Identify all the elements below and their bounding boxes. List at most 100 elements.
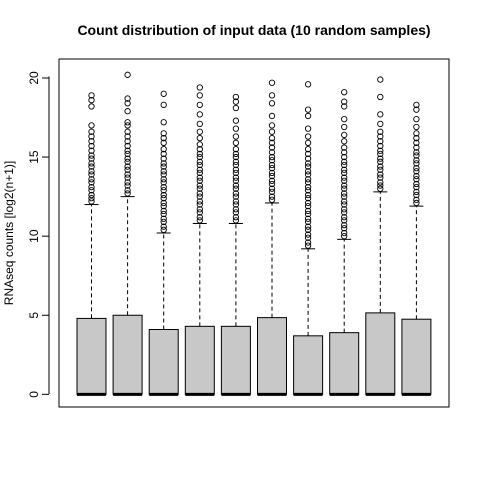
outlier-point [196,169,203,177]
box-body [184,325,215,395]
outlier-point [413,183,420,191]
outlier-point [196,158,203,165]
outlier-point [160,168,167,175]
outlier-point [268,92,276,99]
outlier-point [88,133,95,140]
outlier-point [341,209,348,216]
outlier-point [268,100,276,107]
outlier-point [232,125,240,132]
outlier-point [304,176,312,183]
outlier-point [124,158,131,165]
outlier-point [124,142,131,150]
outlier-point [196,201,203,208]
outlier-point [341,98,348,105]
outlier-point [341,229,348,237]
box-body [257,317,287,395]
box-6 [257,79,287,396]
box-5 [220,93,251,396]
outlier-point [304,106,312,113]
outlier-point [341,138,348,145]
outlier-point [88,122,95,129]
y-tick-label: 15 [27,150,41,164]
outlier-point [124,138,131,145]
outlier-point [268,185,276,192]
outlier-point [413,199,420,207]
outlier-point [88,147,95,154]
outlier-point [196,190,203,197]
outlier-point [88,142,95,150]
outlier-point [196,134,203,142]
outlier-point [196,111,203,118]
outlier-point [341,221,348,229]
outlier-point [413,139,420,146]
box-body [293,335,324,395]
outlier-point [124,179,131,186]
outlier-point [160,176,167,183]
outlier-point [413,101,420,109]
outlier-point [160,146,167,153]
outlier-point [341,182,348,189]
outlier-point [196,161,203,169]
outlier-point [196,141,203,148]
outlier-point [232,117,240,124]
outlier-point [232,193,240,200]
outlier-point [304,112,312,120]
box-body [220,325,251,395]
outlier-point [196,92,203,99]
outlier-point [268,180,276,188]
outlier-point [88,152,95,159]
outlier-point [88,128,95,135]
box-8 [329,89,360,396]
outlier-point [232,209,240,216]
outlier-point [268,134,276,142]
outlier-point [160,191,167,199]
outlier-point [304,239,312,246]
outlier-point [304,146,312,153]
outlier-point [413,188,420,196]
outlier-point [268,128,276,135]
outlier-point [124,100,131,107]
outlier-point [196,120,203,128]
outlier-point [160,139,167,146]
outlier-point [160,101,167,109]
outlier-point [377,179,384,186]
outlier-point [88,171,95,178]
outlier-point [413,176,420,183]
outlier-point [341,103,348,110]
outlier-point [341,131,348,139]
outlier-point [232,166,240,173]
outlier-point [268,193,276,200]
outlier-point [341,225,348,232]
outlier-point [124,108,131,115]
outlier-point [124,133,131,140]
outlier-point [196,177,203,184]
outlier-point [341,198,348,205]
outlier-point [232,214,240,221]
y-tick-label: 0 [27,391,41,398]
outlier-point [232,201,240,208]
outlier-point [196,166,203,173]
outlier-point [304,179,312,186]
plot-marks [76,71,432,396]
y-tick-label: 10 [27,229,41,243]
outlier-point [160,202,167,210]
outlier-point [196,198,203,205]
outlier-point [268,177,276,184]
outlier-point [160,195,167,202]
outlier-point [232,93,240,101]
outlier-point [341,233,348,240]
outlier-point [124,174,131,181]
outlier-point [160,199,167,207]
outlier-point [304,215,312,222]
box-body [112,314,143,395]
y-tick-label: 5 [27,312,41,319]
outlier-point [304,139,312,146]
outlier-point [196,206,203,213]
outlier-point [413,106,420,113]
outlier-point [160,215,167,222]
box-7 [293,81,324,396]
outlier-point [88,92,95,99]
outlier-point [268,149,276,156]
outlier-point [304,231,312,238]
